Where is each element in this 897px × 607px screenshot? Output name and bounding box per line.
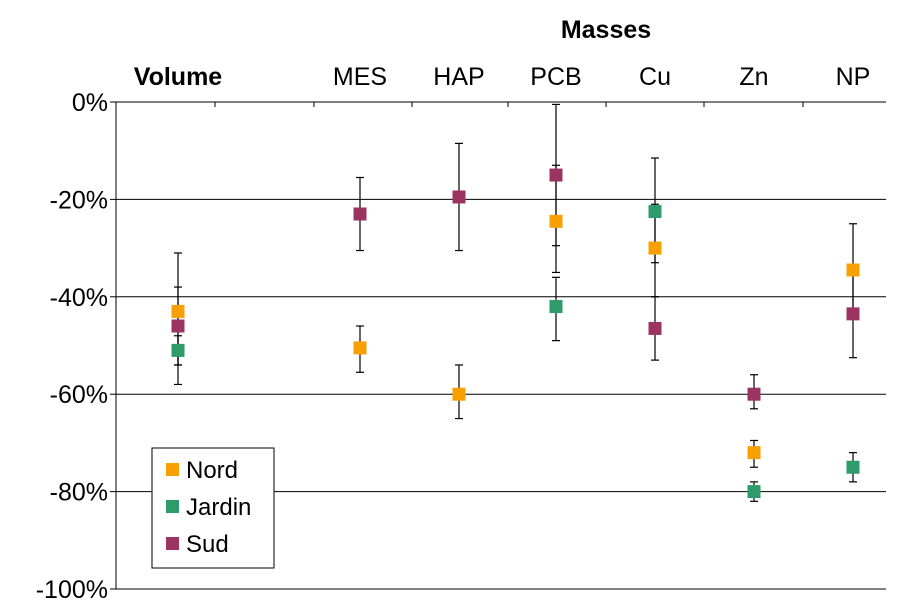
y-tick-label: -80% (50, 479, 108, 507)
data-point-sud (353, 207, 367, 221)
legend-label: Nord (186, 457, 238, 484)
data-point-jardin (846, 460, 860, 474)
y-tick-label: -100% (36, 576, 108, 604)
data-point-sud (747, 387, 761, 401)
group-title: Masses (561, 16, 651, 44)
data-point-nord (452, 387, 466, 401)
data-point-jardin (549, 300, 563, 314)
data-point-sud (846, 307, 860, 321)
y-tick-label: -60% (50, 381, 108, 409)
data-point-nord (846, 263, 860, 277)
legend-swatch (166, 537, 179, 550)
axes (110, 101, 886, 590)
legend-label: Jardin (186, 494, 251, 521)
category-label: HAP (433, 63, 484, 91)
category-label: NP (836, 63, 871, 91)
data-point-nord (353, 341, 367, 355)
data-marks (171, 103, 860, 502)
data-point-nord (648, 241, 662, 255)
category-label: MES (333, 63, 387, 91)
category-labels: Volume MES HAP PCB Cu Zn NP (134, 63, 871, 91)
y-tick-label: -40% (50, 284, 108, 312)
category-label: PCB (530, 63, 581, 91)
y-tick-label: 0% (72, 89, 108, 117)
data-point-sud (549, 168, 563, 182)
category-label: Volume (134, 63, 223, 91)
data-point-sud (171, 319, 185, 333)
legend: Nord Jardin Sud (151, 447, 275, 569)
data-point-sud (452, 190, 466, 204)
data-point-nord (171, 304, 185, 318)
legend-swatch (166, 500, 179, 513)
y-tick-labels: 0% -20% -40% -60% -80% -100% (36, 89, 108, 604)
data-point-jardin (648, 205, 662, 219)
data-point-jardin (171, 343, 185, 357)
legend-label: Sud (186, 531, 229, 558)
data-point-nord (549, 214, 563, 228)
data-point-sud (648, 321, 662, 335)
category-label: Zn (739, 63, 768, 91)
y-tick-label: -20% (50, 186, 108, 214)
legend-swatch (166, 463, 179, 476)
data-point-nord (747, 446, 761, 460)
category-label: Cu (639, 63, 671, 91)
data-point-jardin (747, 485, 761, 499)
